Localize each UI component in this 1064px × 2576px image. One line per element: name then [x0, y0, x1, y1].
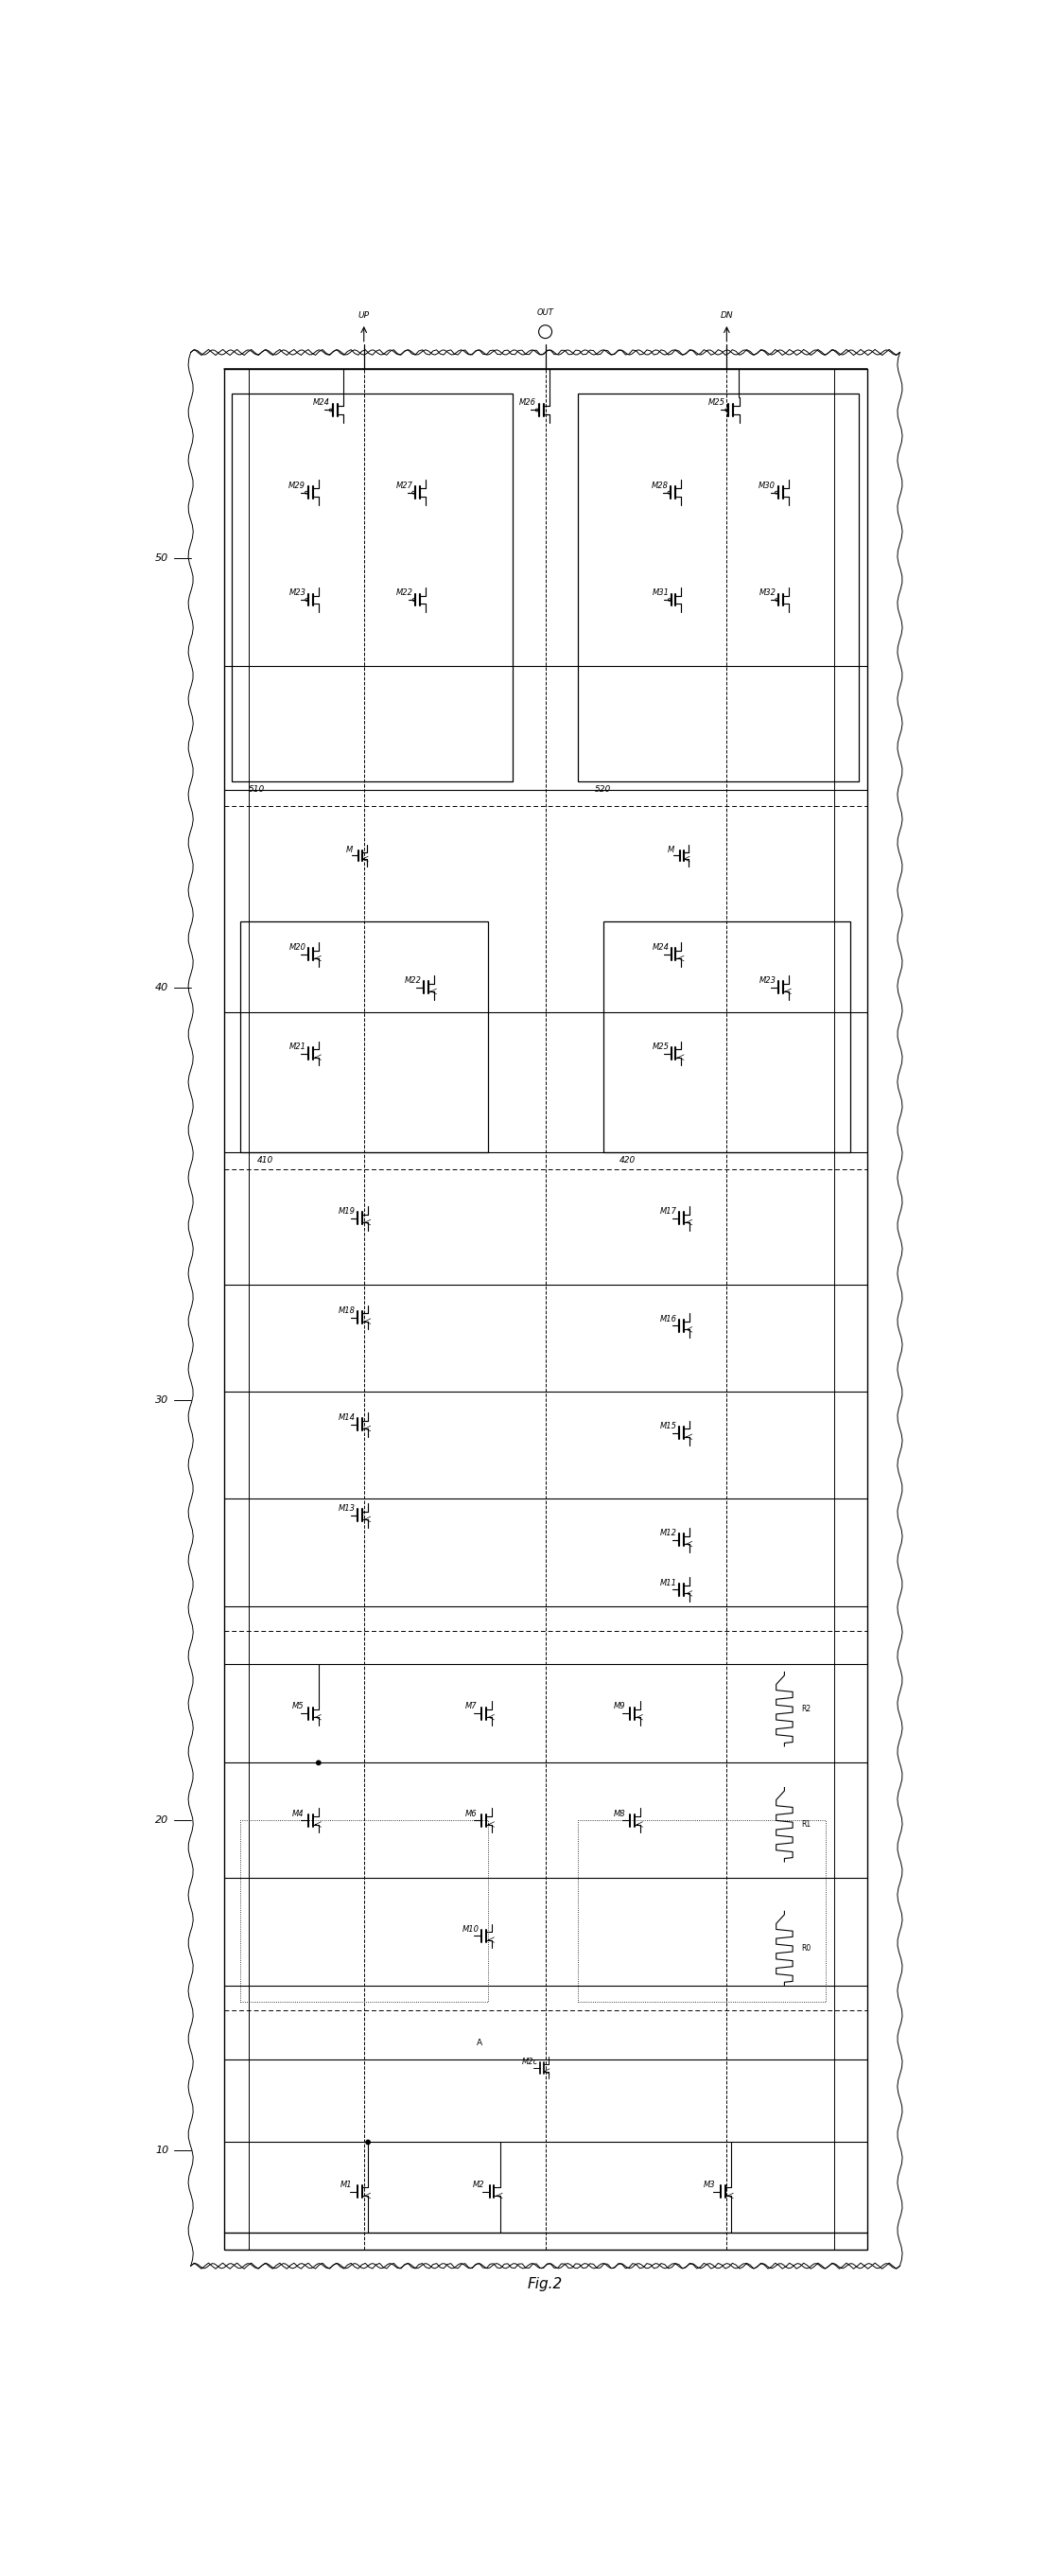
Text: M6: M6 [465, 1808, 477, 1819]
Text: M1: M1 [340, 2179, 352, 2190]
Text: M22: M22 [397, 590, 414, 598]
Text: M25: M25 [652, 1043, 669, 1051]
Text: 10: 10 [155, 2146, 168, 2156]
Text: UP: UP [359, 312, 369, 319]
Text: M24: M24 [313, 399, 330, 407]
Text: M12: M12 [661, 1530, 678, 1538]
Text: M4: M4 [292, 1808, 303, 1819]
Text: DN: DN [720, 312, 733, 319]
Text: M19: M19 [338, 1208, 355, 1216]
Text: M23: M23 [760, 976, 777, 984]
Text: M16: M16 [661, 1314, 678, 1324]
Text: R2: R2 [801, 1705, 811, 1713]
Text: M7: M7 [465, 1703, 477, 1710]
Text: 30: 30 [155, 1396, 168, 1404]
Text: M18: M18 [338, 1306, 355, 1314]
Text: M25: M25 [709, 399, 726, 407]
Text: A: A [477, 2040, 482, 2048]
Text: M31: M31 [652, 590, 669, 598]
Text: M22: M22 [404, 976, 421, 984]
Text: 20: 20 [155, 1816, 168, 1826]
Text: M28: M28 [651, 482, 668, 489]
Circle shape [366, 2141, 370, 2143]
Bar [240, 922, 487, 1151]
Text: M9: M9 [613, 1703, 626, 1710]
Bar [579, 394, 859, 781]
Text: M10: M10 [463, 1924, 480, 1935]
Text: M: M [346, 845, 352, 853]
Bar [603, 922, 850, 1151]
Text: 40: 40 [155, 981, 168, 992]
Text: M32: M32 [760, 590, 777, 598]
Text: M5: M5 [292, 1703, 303, 1710]
Text: R0: R0 [801, 1945, 811, 1953]
Text: M13: M13 [338, 1504, 355, 1512]
Text: OUT: OUT [537, 309, 553, 317]
Text: M24: M24 [652, 943, 669, 953]
Text: 420: 420 [619, 1157, 636, 1164]
Text: M15: M15 [661, 1422, 678, 1430]
Circle shape [316, 1762, 320, 1765]
Text: M21: M21 [289, 1043, 306, 1051]
Text: 50: 50 [155, 554, 168, 564]
Text: 510: 510 [249, 786, 265, 793]
Text: 520: 520 [595, 786, 611, 793]
Text: M11: M11 [661, 1579, 678, 1587]
Text: Fig.2: Fig.2 [528, 2277, 563, 2290]
Text: M8: M8 [613, 1808, 626, 1819]
Bar [240, 1821, 487, 2002]
Text: M29: M29 [288, 482, 305, 489]
Text: M2: M2 [472, 2179, 484, 2190]
Bar [579, 1821, 826, 2002]
Text: M3: M3 [703, 2179, 715, 2190]
Text: M17: M17 [661, 1208, 678, 1216]
Text: M23: M23 [289, 590, 306, 598]
Text: M2c: M2c [522, 2058, 538, 2066]
Text: M: M [667, 845, 675, 853]
Bar [223, 368, 867, 2249]
Text: M26: M26 [519, 399, 536, 407]
Text: 410: 410 [256, 1157, 273, 1164]
Text: M30: M30 [759, 482, 776, 489]
Text: M20: M20 [289, 943, 306, 953]
Text: R1: R1 [801, 1821, 811, 1829]
Text: M27: M27 [396, 482, 413, 489]
Text: M14: M14 [338, 1414, 355, 1422]
Bar [232, 394, 513, 781]
